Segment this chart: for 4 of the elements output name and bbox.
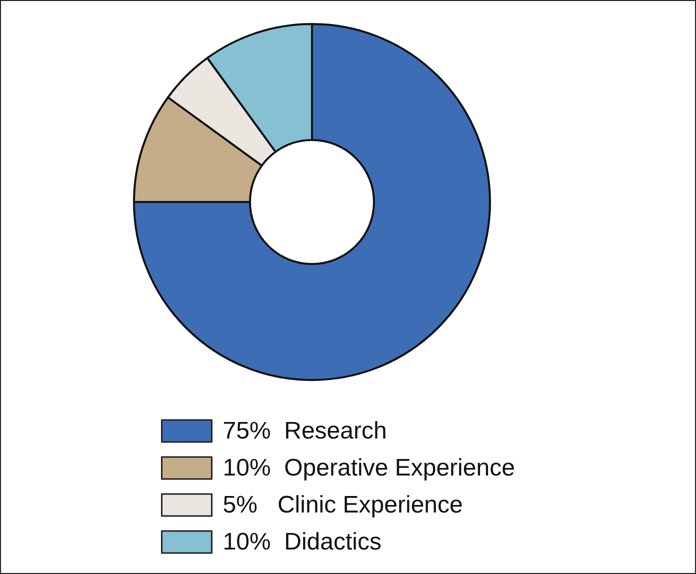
legend-label: 10% Didactics xyxy=(222,528,382,556)
legend-label: 75% Research xyxy=(222,418,387,444)
legend-label: 5% Clinic Experience xyxy=(222,492,463,518)
legend-label: 10% Operative Experience xyxy=(222,454,515,482)
